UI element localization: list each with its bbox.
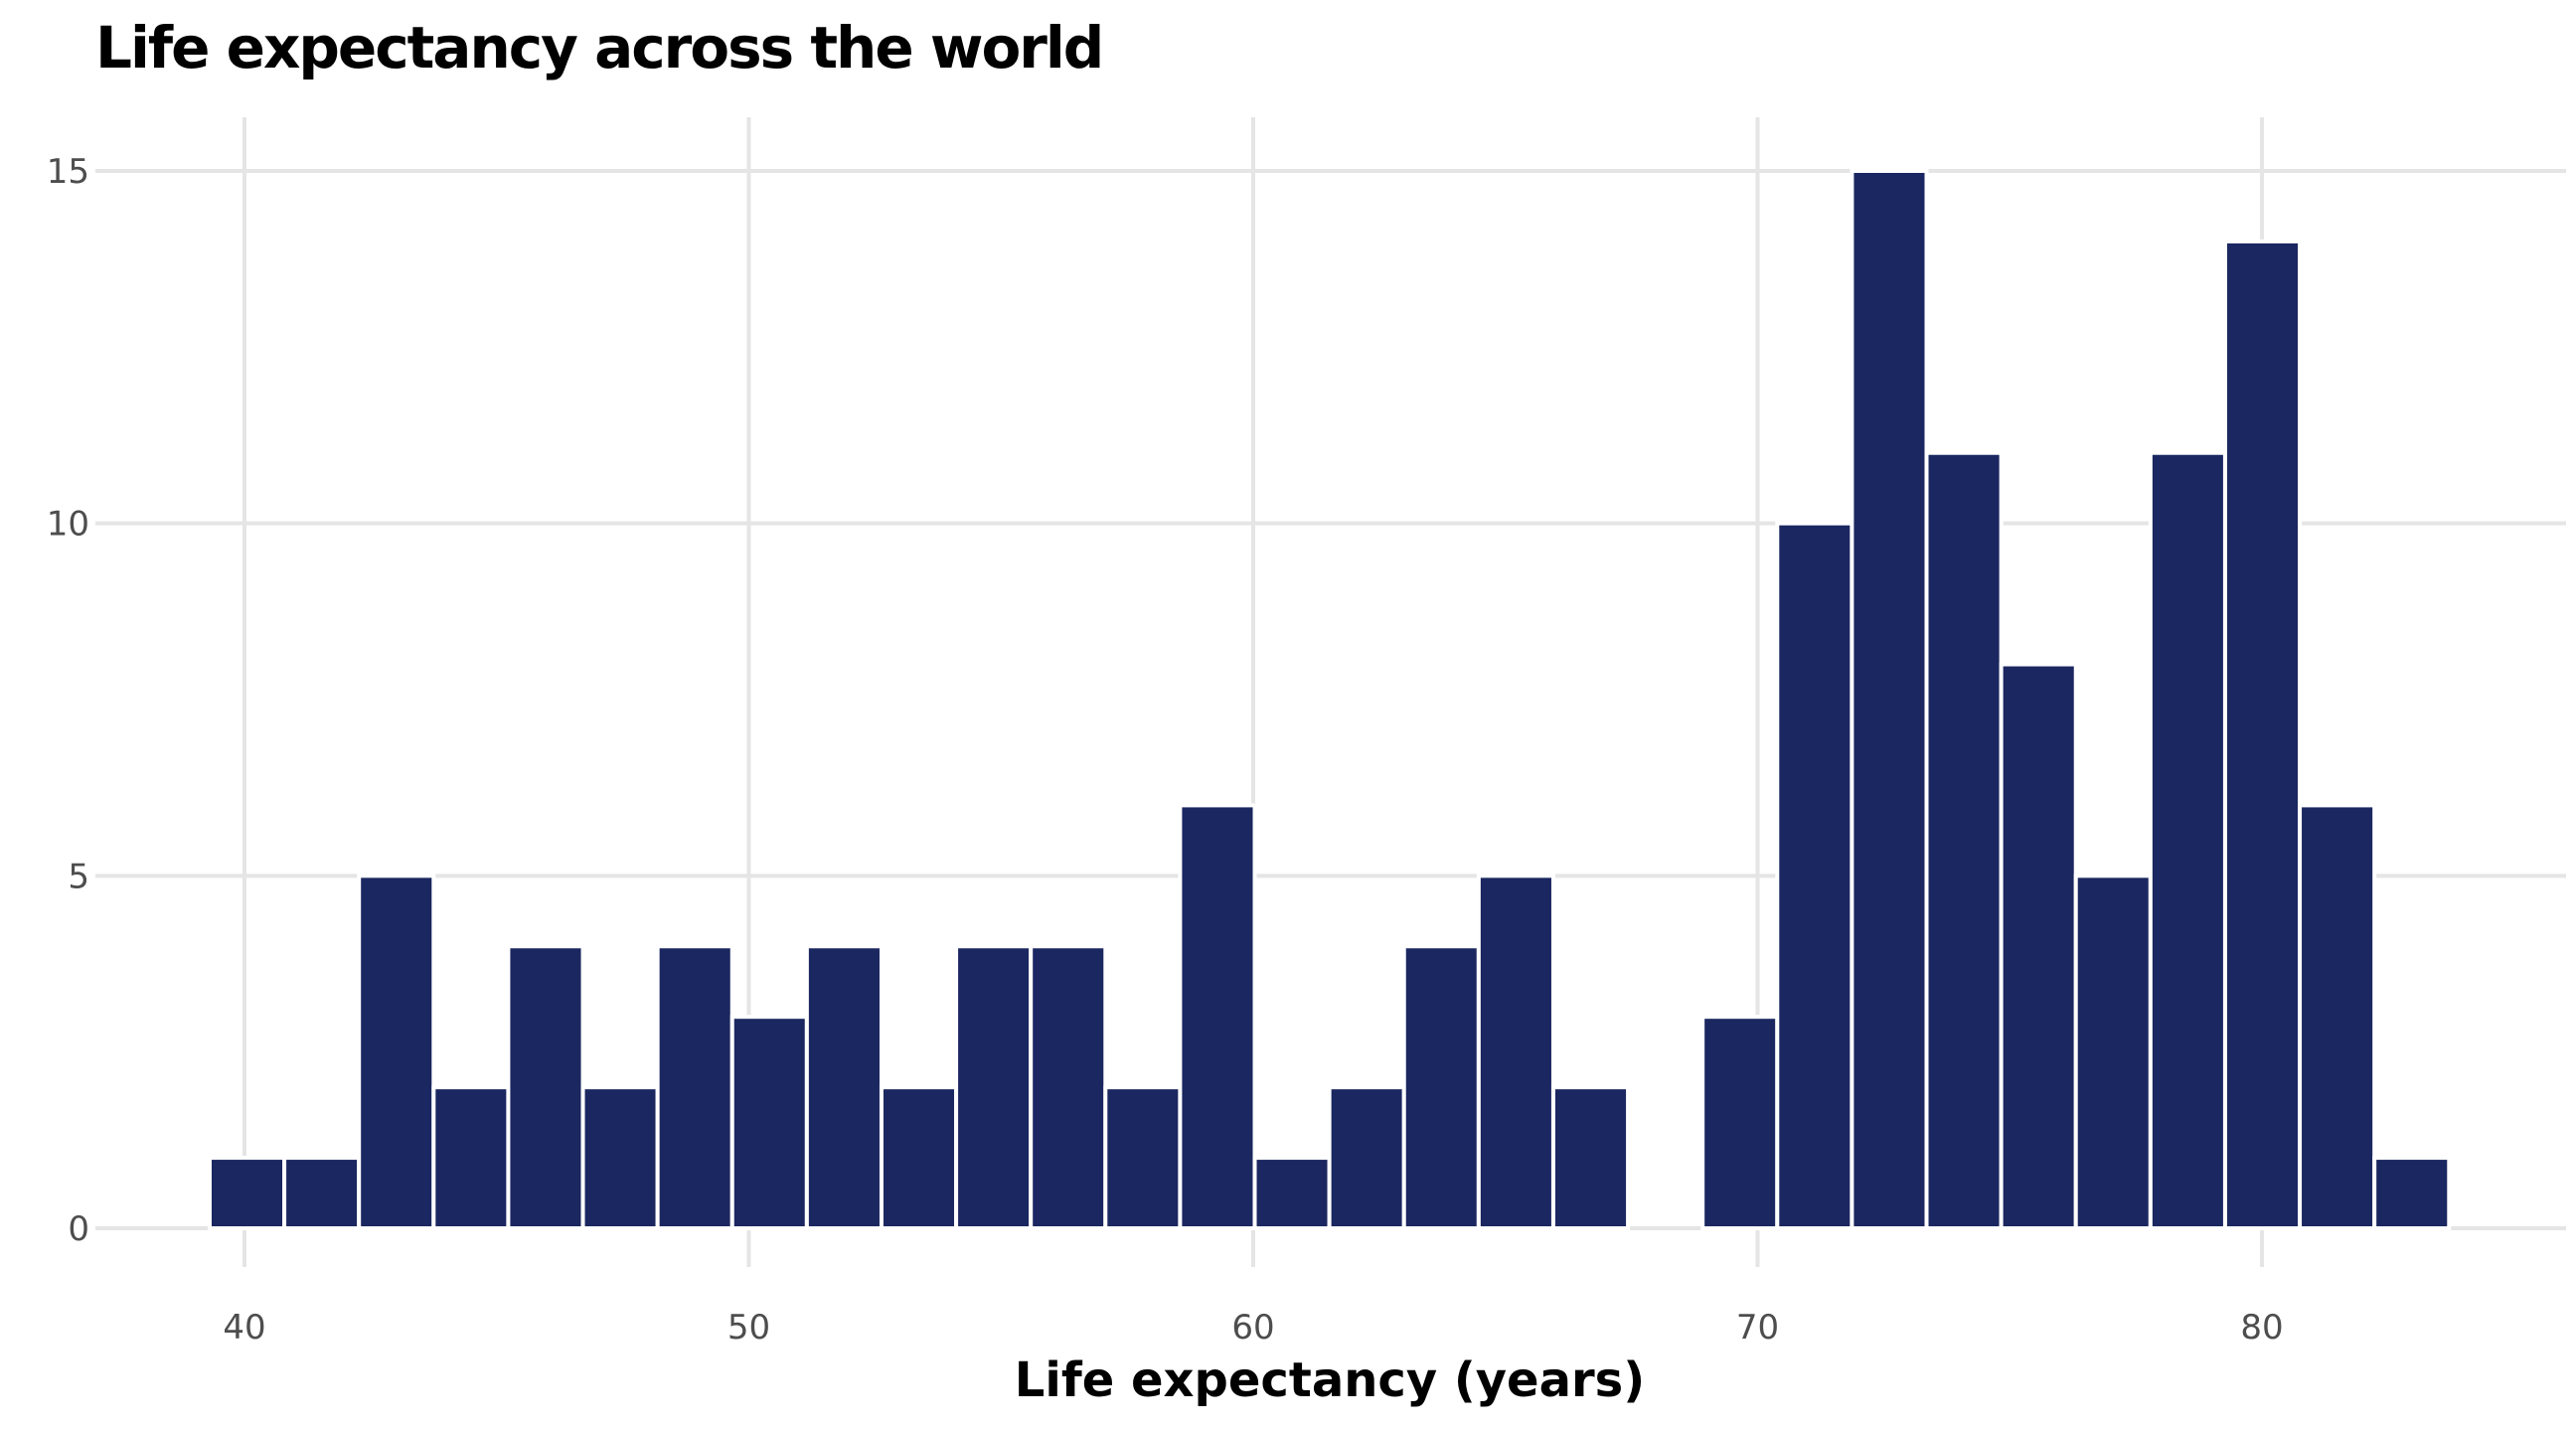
histogram-bar (282, 1156, 362, 1230)
y-tick-label: 0 (68, 1209, 89, 1249)
histogram-bar (357, 874, 436, 1230)
y-tick-label: 15 (47, 152, 89, 192)
histogram-bar (2222, 238, 2303, 1230)
histogram-bar (2372, 1156, 2452, 1230)
histogram-bar (1924, 450, 2004, 1230)
histogram-bar (2298, 803, 2377, 1231)
x-tick-label: 70 (1736, 1308, 1779, 1348)
histogram-bar (655, 944, 734, 1230)
histogram-bar (1550, 1085, 1631, 1230)
histogram-bar (580, 1085, 660, 1230)
histogram-bar (1178, 803, 1257, 1231)
histogram-bar (2148, 450, 2227, 1230)
histogram-bar (1476, 874, 1555, 1230)
x-tick-label: 80 (2240, 1308, 2283, 1348)
histogram-bar (954, 944, 1034, 1230)
chart-title: Life expectancy across the world (95, 14, 1104, 81)
histogram-bar (804, 944, 884, 1230)
histogram-bar (1103, 1085, 1183, 1230)
x-tick-label: 40 (223, 1308, 265, 1348)
histogram-bar (1401, 944, 1481, 1230)
histogram-bar (729, 1015, 809, 1231)
x-axis-ticks: 40 50 60 70 80 (223, 1308, 2283, 1348)
histogram-bar (1029, 944, 1108, 1230)
x-axis-title: Life expectancy (years) (1015, 1352, 1645, 1408)
histogram-bar (2073, 874, 2153, 1230)
x-tick-label: 60 (1231, 1308, 1274, 1348)
y-tick-label: 5 (68, 857, 89, 896)
histogram-bar (1327, 1085, 1406, 1230)
histogram-bar (207, 1156, 287, 1230)
histogram-bar (1775, 521, 1854, 1230)
x-tick-label: 50 (727, 1308, 770, 1348)
histogram-bar (1999, 662, 2078, 1230)
histogram-bar (1700, 1015, 1780, 1231)
y-axis-ticks: 0 5 10 15 (47, 152, 89, 1249)
histogram-bar (1252, 1156, 1332, 1230)
histogram-bar (1850, 169, 1929, 1230)
y-tick-label: 10 (47, 505, 89, 545)
histogram-bars (207, 169, 2452, 1231)
histogram-bar (506, 944, 585, 1230)
histogram-bar (431, 1085, 511, 1230)
histogram-bar (879, 1085, 959, 1230)
